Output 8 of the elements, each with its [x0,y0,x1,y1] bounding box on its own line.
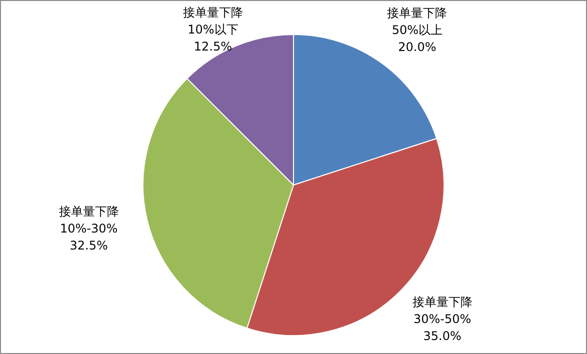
slice-label: 接单量下降 10%以下 [182,6,243,37]
data-label: 20.0% [398,40,436,54]
data-label: 35.0% [423,328,462,343]
slice-label: 接单量下降 10%-30% [58,204,119,236]
data-label: 32.5% [70,238,108,253]
slice-label: 接单量下降 30%-50% [412,294,472,326]
slice-label: 接单量下降 50%以上 [387,6,448,38]
data-label: 12.5% [194,40,232,54]
